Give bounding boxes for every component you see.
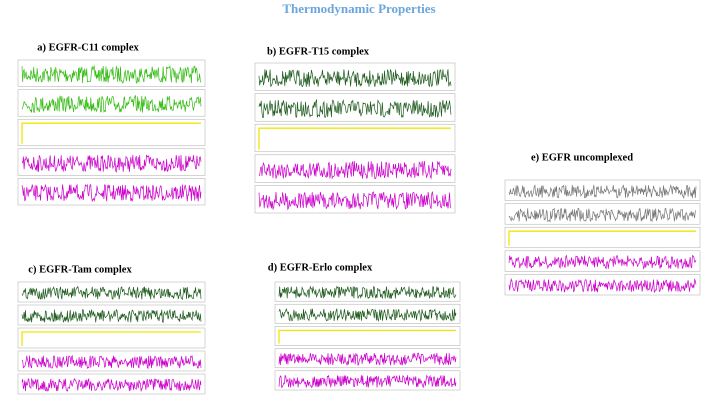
subplot-frame	[17, 350, 206, 372]
subplot-frame	[17, 327, 206, 349]
panel-title: b) EGFR-T15 complex	[267, 46, 370, 57]
trace	[258, 160, 452, 180]
trace	[278, 308, 457, 322]
panel-title: e) EGFR uncomplexed	[531, 152, 633, 163]
trace	[258, 69, 452, 88]
trace	[278, 374, 457, 389]
trace	[278, 285, 457, 300]
subplot-frame	[17, 373, 206, 395]
trace	[21, 122, 201, 144]
panel-title: d) EGFR-Erlo complex	[268, 262, 373, 273]
panel-title: c) EGFR-Tam complex	[28, 264, 132, 275]
figure-title: Thermodynamic Properties	[282, 1, 435, 16]
trace	[508, 207, 697, 223]
trace	[278, 329, 456, 344]
trace	[508, 184, 697, 200]
trace	[508, 254, 697, 270]
trace	[508, 230, 696, 246]
trace	[21, 94, 202, 113]
trace	[21, 308, 202, 324]
subplot-frame	[254, 93, 456, 122]
panel-plot	[17, 281, 206, 395]
subplot-frame	[17, 89, 206, 117]
trace	[21, 183, 202, 203]
subplot-frame	[504, 226, 701, 249]
trace	[21, 354, 202, 370]
panel-title: a) EGFR-C11 complex	[37, 42, 139, 53]
panel-plot	[17, 59, 206, 206]
trace	[278, 352, 457, 366]
trace	[508, 277, 697, 294]
trace	[21, 285, 202, 301]
subplot-frame	[274, 326, 461, 346]
trace	[21, 154, 202, 173]
trace	[21, 64, 202, 84]
trace	[258, 191, 452, 211]
panel-plot	[274, 281, 461, 391]
trace	[21, 377, 202, 392]
panel-plot	[254, 62, 456, 214]
trace	[21, 331, 201, 346]
panel-plot	[504, 179, 701, 296]
trace	[258, 98, 452, 118]
trace	[258, 127, 451, 150]
